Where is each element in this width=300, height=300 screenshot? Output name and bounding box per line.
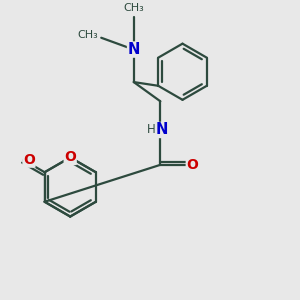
Text: H: H [146, 124, 155, 136]
Text: O: O [64, 150, 76, 164]
Text: O: O [186, 158, 198, 172]
Text: CH₃: CH₃ [77, 30, 98, 40]
Text: O: O [23, 153, 35, 167]
Text: CH₃: CH₃ [123, 3, 144, 13]
Text: N: N [128, 42, 140, 57]
Text: N: N [156, 122, 168, 137]
